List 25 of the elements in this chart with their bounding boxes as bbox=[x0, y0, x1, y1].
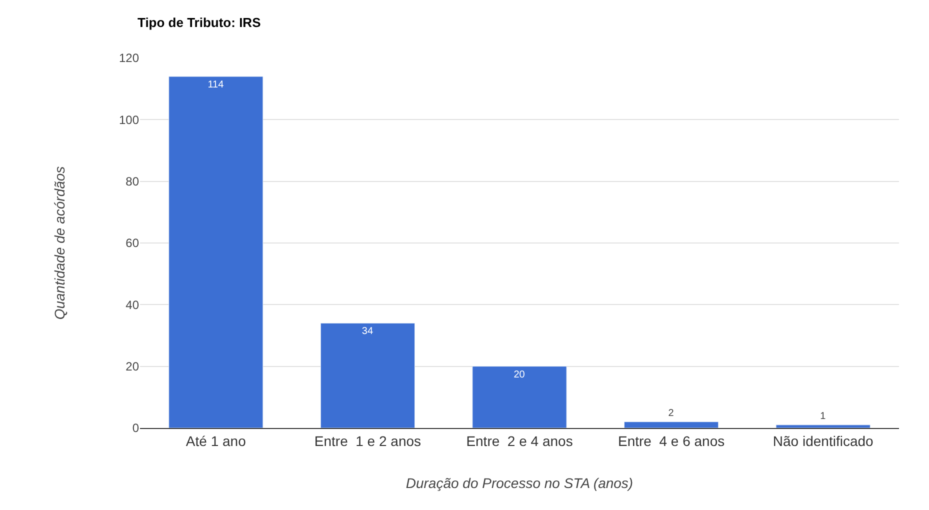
data-label: 34 bbox=[362, 326, 374, 338]
x-tick-label: Até 1 ano bbox=[186, 432, 246, 449]
y-tick-label: 0 bbox=[132, 421, 140, 436]
bar bbox=[168, 76, 264, 428]
bar bbox=[776, 424, 870, 428]
y-axis-title: Quantidade de acórdãos bbox=[52, 166, 68, 320]
x-tick-label: Não identificado bbox=[772, 432, 874, 449]
x-axis-title: Duração do Processo no STA (anos) bbox=[406, 475, 634, 492]
chart-title: Tipo de Tributo: IRS bbox=[137, 14, 262, 30]
x-tick-label: Entre 2 e 4 anos bbox=[466, 432, 573, 449]
bar bbox=[624, 422, 719, 428]
y-tick-label: 60 bbox=[126, 236, 140, 250]
y-tick-label: 40 bbox=[126, 298, 140, 312]
x-tick-label: Entre 1 e 2 anos bbox=[314, 432, 422, 449]
data-label: 2 bbox=[668, 408, 674, 419]
bar bbox=[472, 366, 567, 428]
x-tick-label: Entre 4 e 6 anos bbox=[618, 432, 725, 449]
y-tick-label: 20 bbox=[126, 360, 140, 374]
y-tick-label: 120 bbox=[118, 51, 140, 66]
data-label: 114 bbox=[208, 80, 224, 90]
y-tick-label: 80 bbox=[126, 174, 140, 189]
data-label: 20 bbox=[514, 369, 526, 380]
y-tick-label: 100 bbox=[118, 112, 140, 127]
data-label: 1 bbox=[820, 410, 826, 422]
bar bbox=[320, 322, 416, 428]
